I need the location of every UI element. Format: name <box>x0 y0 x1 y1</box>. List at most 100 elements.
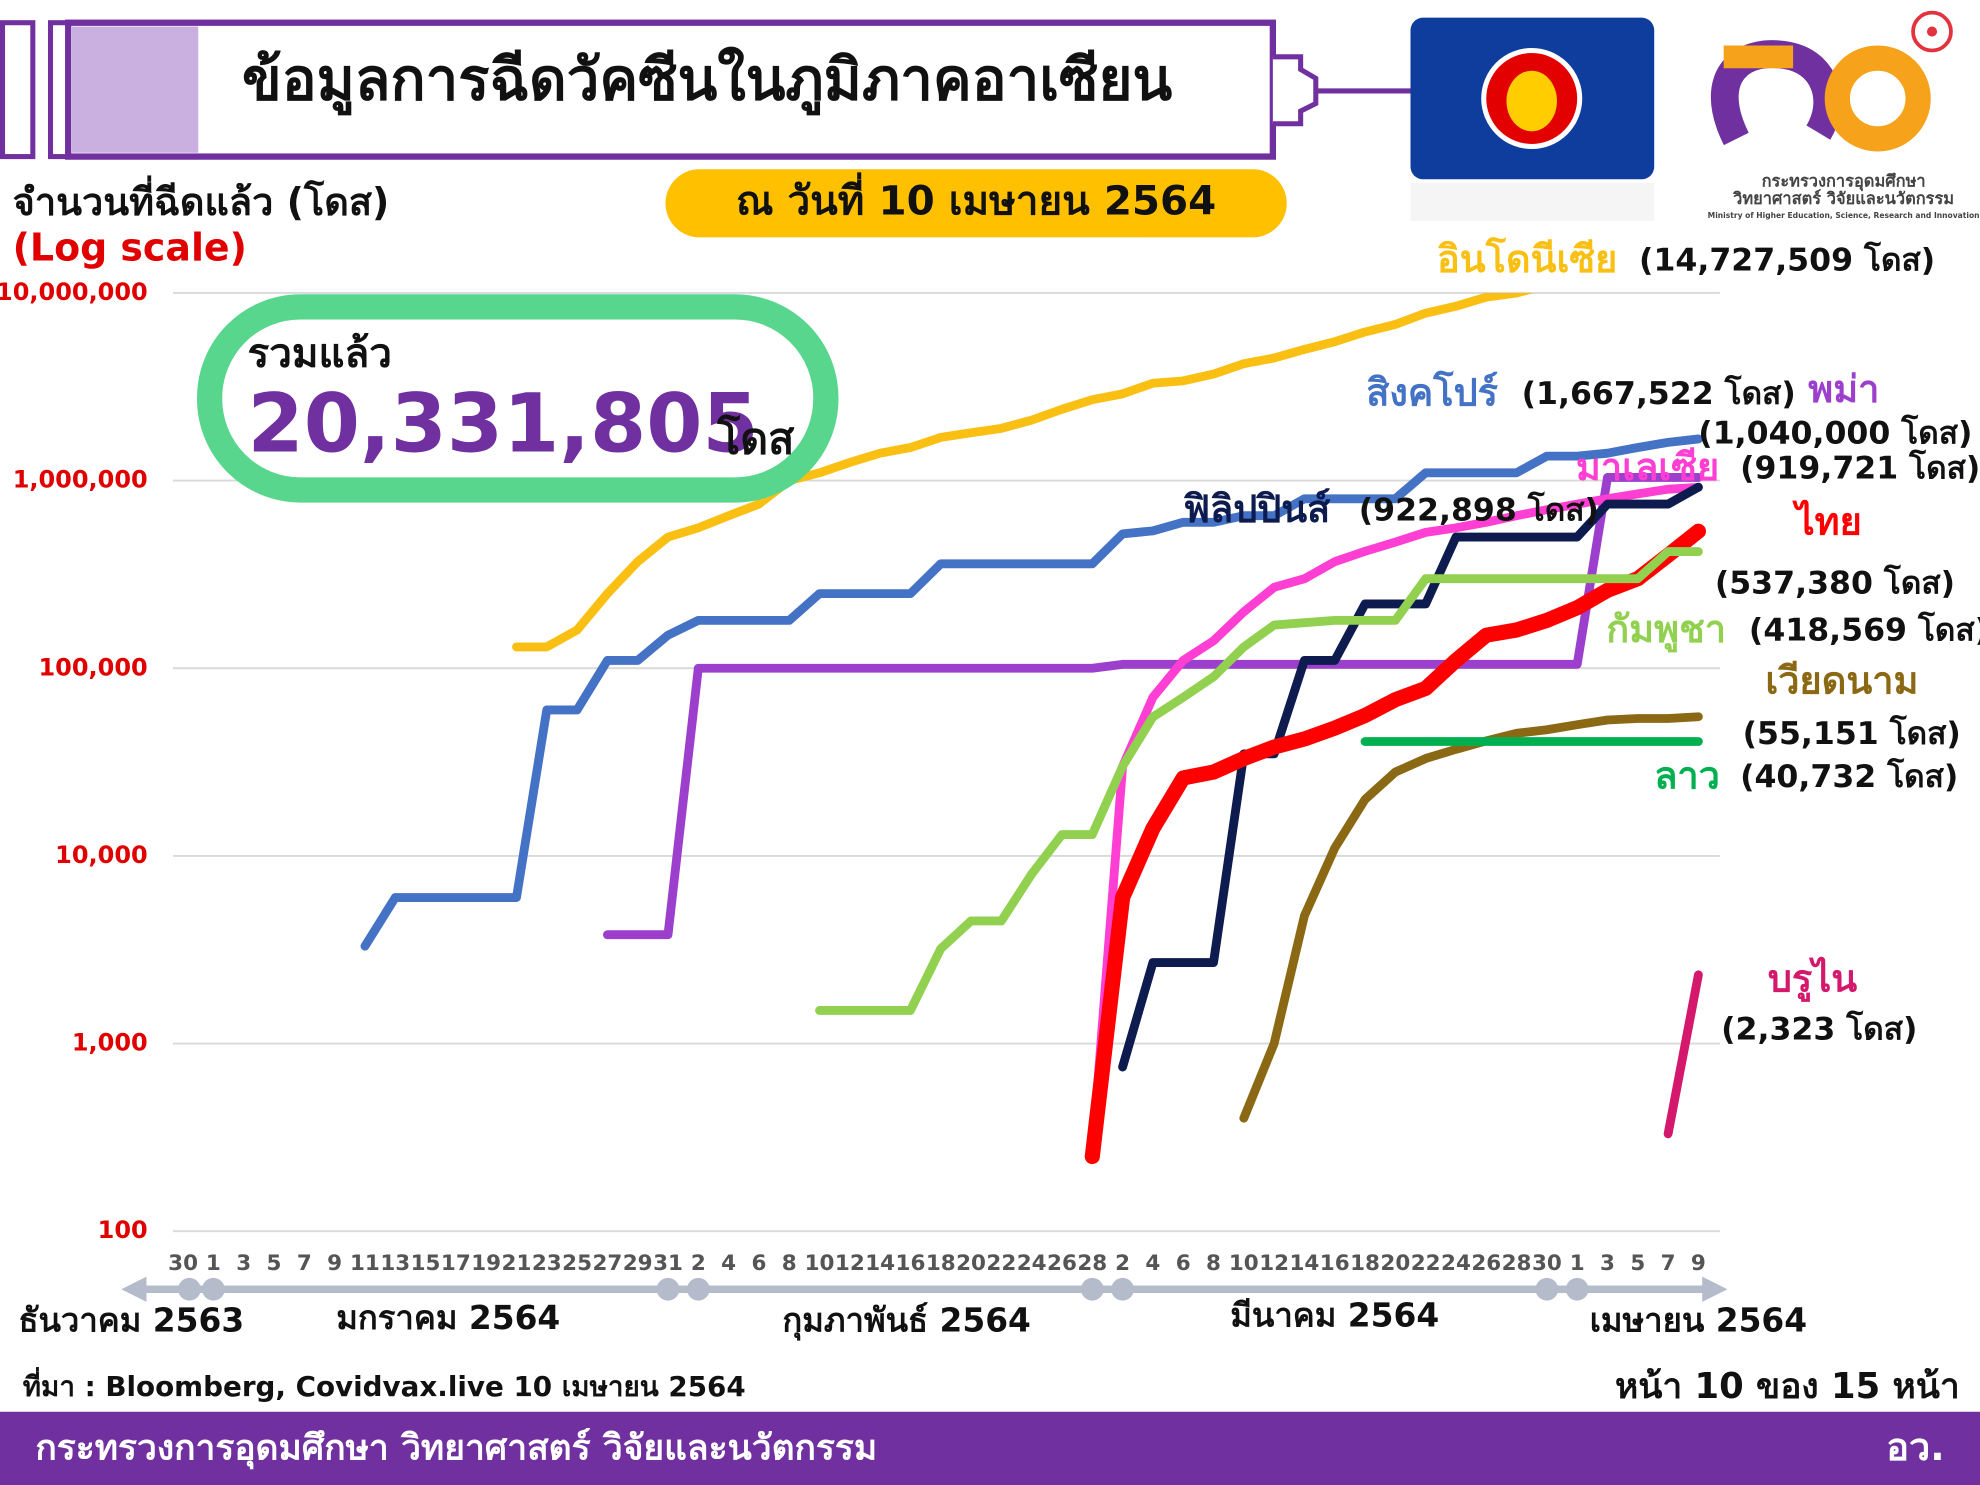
series-name: ไทย <box>1792 500 1862 544</box>
x-tick-label: 11 <box>350 1251 380 1276</box>
series-name: มาเลเซีย <box>1576 445 1719 489</box>
y-tick-label: 1,000,000 <box>13 466 148 494</box>
month-label: เมษายน 2564 <box>1590 1302 1807 1340</box>
series-value-label: (1,667,522 โดส) <box>1522 374 1796 412</box>
x-tick-label: 28 <box>1502 1251 1532 1276</box>
x-tick-label: 25 <box>562 1251 592 1276</box>
series-value-label: (40,732 โดส) <box>1740 757 1958 795</box>
x-tick-label: 1 <box>206 1251 221 1276</box>
x-tick-label: 22 <box>986 1251 1016 1276</box>
series-value-label: (14,727,509 โดส) <box>1639 240 1935 278</box>
timeline-dot <box>1565 1277 1589 1301</box>
series-line <box>1084 523 1706 1165</box>
series-line <box>360 434 1703 951</box>
y-tick-label: 100,000 <box>38 653 147 681</box>
series-value-label: (418,569 โดส) <box>1749 610 1980 648</box>
x-tick-label: 15 <box>411 1251 441 1276</box>
x-tick-label: 19 <box>471 1251 501 1276</box>
x-tick-label: 16 <box>896 1251 926 1276</box>
x-tick-label: 26 <box>1471 1251 1501 1276</box>
series-value-label: (2,323 โดส) <box>1721 1009 1917 1047</box>
x-tick-label: 27 <box>592 1251 622 1276</box>
x-tick-label: 13 <box>380 1251 410 1276</box>
timeline-arrow <box>121 1276 147 1302</box>
x-tick-label: 3 <box>236 1251 251 1276</box>
total-value: 20,331,805 <box>248 377 759 471</box>
x-tick-label: 24 <box>1017 1251 1047 1276</box>
page-number: หน้า 10 ของ 15 หน้า <box>1615 1366 1960 1407</box>
y-tick-label: 10,000,000 <box>0 278 148 306</box>
x-tick-label: 6 <box>1176 1251 1191 1276</box>
x-tick-label: 2 <box>1115 1251 1130 1276</box>
series-name: ฟิลิปปินส์ <box>1183 487 1331 531</box>
series-line <box>602 473 1703 940</box>
x-tick-label: 12 <box>835 1251 865 1276</box>
month-label: มีนาคม 2564 <box>1230 1297 1439 1335</box>
x-tick-label: 1 <box>1570 1251 1585 1276</box>
total-unit: โดส <box>716 412 795 464</box>
series-name: สิงคโปร์ <box>1366 370 1498 415</box>
series-line <box>1239 712 1703 1123</box>
asean-flag <box>1410 17 1655 221</box>
timeline-dot <box>1535 1277 1559 1301</box>
x-tick-label: 10 <box>805 1251 835 1276</box>
series-value-label: (922,898 โดส) <box>1359 490 1599 528</box>
x-tick-label: 2 <box>691 1251 706 1276</box>
x-tick-label: 20 <box>956 1251 986 1276</box>
x-tick-label: 4 <box>1145 1251 1160 1276</box>
x-tick-label: 10 <box>1229 1251 1259 1276</box>
x-tick-label: 18 <box>926 1251 956 1276</box>
timeline-dot <box>1111 1277 1134 1301</box>
date: ณ วันที่ 10 เมษายน 2564 <box>736 171 1216 224</box>
x-tick-label: 4 <box>721 1251 736 1276</box>
ministry-short: อว. <box>1886 1425 1944 1469</box>
x-tick-label: 22 <box>1411 1251 1441 1276</box>
series-name: ลาว <box>1654 753 1720 797</box>
x-tick-label: 31 <box>653 1251 683 1276</box>
footer-bar <box>0 1411 1980 1485</box>
x-tick-label: 14 <box>865 1251 895 1276</box>
series-name: กัมพูชา <box>1606 607 1726 653</box>
month-label: กุมภาพันธ์ 2564 <box>782 1302 1031 1342</box>
x-tick-label: 30 <box>1532 1251 1562 1276</box>
y-tick-label: 10,000 <box>55 841 148 869</box>
logo-text: Ministry of Higher Education, Science, R… <box>1708 211 1980 220</box>
x-tick-label: 28 <box>1077 1251 1107 1276</box>
x-tick-label: 5 <box>267 1251 282 1276</box>
total-box <box>196 294 839 503</box>
series-name: บรูไน <box>1768 957 1857 1003</box>
series-line <box>1663 970 1703 1139</box>
series-line <box>815 547 1703 1015</box>
x-tick-label: 26 <box>1047 1251 1077 1276</box>
x-tick-label: 29 <box>623 1251 653 1276</box>
logo-text: วิทยาศาสตร์ วิจัยและนวัตกรรม <box>1732 189 1954 208</box>
x-tick-label: 24 <box>1441 1251 1471 1276</box>
series-name: พม่า <box>1808 367 1879 411</box>
syringe <box>0 19 1412 160</box>
x-tick-label: 8 <box>1206 1251 1221 1276</box>
x-tick-label: 18 <box>1350 1251 1380 1276</box>
x-tick-label: 14 <box>1289 1251 1319 1276</box>
timeline-dot <box>202 1277 225 1301</box>
x-tick-label: 20 <box>1380 1251 1410 1276</box>
x-tick-label: 7 <box>1661 1251 1676 1276</box>
series-value-label: (55,151 โดส) <box>1743 714 1961 752</box>
logo-text: กระทรวงการอุดมศึกษา <box>1762 171 1926 191</box>
x-tick-label: 12 <box>1259 1251 1289 1276</box>
x-tick-label: 17 <box>441 1251 471 1276</box>
x-tick-label: 9 <box>327 1251 342 1276</box>
x-tick-label: 23 <box>532 1251 562 1276</box>
title: ข้อมูลการฉีดวัคซีนในภูมิภาคอาเซียน <box>242 45 1172 115</box>
ministry: กระทรวงการอุดมศึกษา วิทยาศาสตร์ วิจัยและ… <box>35 1428 877 1470</box>
x-tick-label: 5 <box>1630 1251 1645 1276</box>
y-tick-label: 1,000 <box>72 1029 148 1057</box>
y-tick-label: 100 <box>98 1216 148 1244</box>
month-label: ธันวาคม 2563 <box>18 1302 244 1340</box>
series-value-label: (537,380 โดส) <box>1715 564 1955 602</box>
x-tick-label: 30 <box>168 1251 198 1276</box>
x-tick-label: 16 <box>1320 1251 1350 1276</box>
source: ที่มา : Bloomberg, Covidvax.live 10 เมษา… <box>23 1366 746 1403</box>
timeline-dot <box>178 1277 201 1301</box>
